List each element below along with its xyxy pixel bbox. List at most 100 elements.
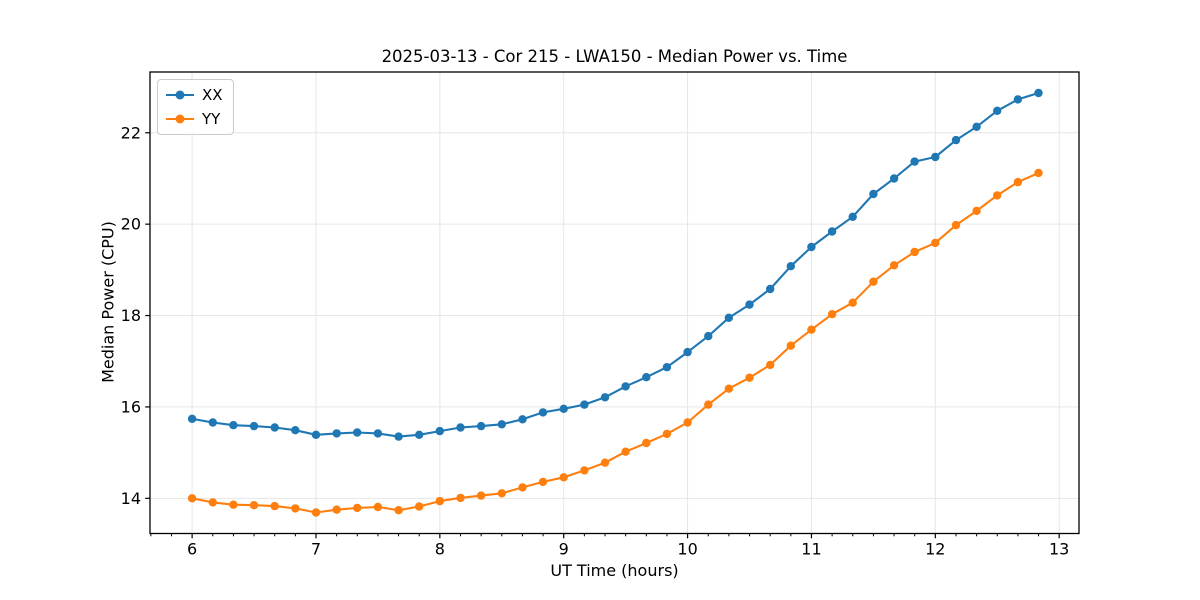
data-point xyxy=(1013,95,1023,104)
data-point xyxy=(807,325,816,334)
y-tick-label: 14 xyxy=(121,489,141,508)
data-point xyxy=(476,491,486,500)
data-point xyxy=(1034,168,1043,178)
data-point xyxy=(621,382,630,391)
data-point xyxy=(291,504,300,513)
data-point xyxy=(311,508,321,517)
data-point xyxy=(435,426,444,436)
gridlines xyxy=(150,72,1079,534)
data-point xyxy=(373,429,383,438)
data-point xyxy=(270,423,279,432)
data-point xyxy=(394,432,403,441)
data-point xyxy=(476,421,486,431)
data-point xyxy=(394,506,403,515)
data-point xyxy=(910,247,919,257)
data-point xyxy=(951,135,961,145)
data-point xyxy=(229,421,238,430)
data-point xyxy=(415,502,424,511)
y-tick-label: 16 xyxy=(121,397,141,416)
data-point xyxy=(848,212,857,221)
data-point xyxy=(724,384,733,393)
x-axis-ticks: 6 7 8 9 10 11 12 13 xyxy=(187,533,1069,559)
data-point xyxy=(497,420,506,429)
data-point xyxy=(642,373,651,382)
y-tick-label: 18 xyxy=(121,306,141,325)
x-tick-label: 13 xyxy=(1049,540,1069,559)
data-point xyxy=(415,430,424,439)
data-point xyxy=(807,242,816,252)
series-yy xyxy=(187,168,1043,517)
data-point xyxy=(332,429,341,438)
x-tick-label: 11 xyxy=(801,540,821,559)
data-point xyxy=(538,408,548,417)
series-yy-markers xyxy=(187,168,1043,517)
data-point xyxy=(311,430,321,439)
data-point xyxy=(993,106,1002,116)
data-point xyxy=(229,500,238,509)
y-tick-label: 22 xyxy=(121,123,141,142)
data-point xyxy=(704,331,713,341)
data-point xyxy=(353,503,362,513)
data-point xyxy=(332,505,341,514)
data-point xyxy=(600,393,610,402)
axes-frame xyxy=(149,71,1080,535)
data-point xyxy=(910,157,919,166)
data-point xyxy=(353,428,362,437)
legend-item-yy: YY xyxy=(166,110,223,128)
data-point xyxy=(848,298,857,307)
x-tick-label: 7 xyxy=(311,540,321,559)
data-point xyxy=(538,477,548,487)
data-point xyxy=(208,418,217,427)
data-point xyxy=(931,152,940,162)
data-point xyxy=(786,341,795,350)
data-point xyxy=(291,426,300,435)
legend-line-sample-yy xyxy=(166,114,194,124)
data-point xyxy=(497,489,506,498)
data-point xyxy=(187,414,197,423)
data-point xyxy=(187,494,197,503)
data-point xyxy=(435,496,444,506)
series-xx xyxy=(187,88,1043,441)
data-point xyxy=(249,421,259,431)
data-point xyxy=(373,502,383,512)
chart-title: 2025-03-13 - Cor 215 - LWA150 - Median P… xyxy=(381,47,848,66)
data-point xyxy=(745,300,754,309)
data-point xyxy=(270,501,279,511)
x-tick-label: 8 xyxy=(435,540,445,559)
data-point xyxy=(456,493,465,503)
x-tick-label: 10 xyxy=(677,540,697,559)
data-point xyxy=(724,313,733,322)
x-tick-label: 6 xyxy=(187,540,197,559)
data-point xyxy=(704,400,713,409)
data-point xyxy=(208,498,217,507)
data-point xyxy=(559,404,568,413)
data-point xyxy=(827,310,837,319)
data-point xyxy=(621,447,630,456)
data-point xyxy=(889,174,899,183)
data-point xyxy=(662,429,672,439)
y-axis-ticks: 14 16 18 20 22 xyxy=(121,123,150,508)
data-point xyxy=(786,262,795,271)
data-point xyxy=(683,418,692,427)
legend-label-xx: XX xyxy=(202,86,223,104)
data-point xyxy=(683,347,692,357)
data-point xyxy=(869,189,878,199)
data-point xyxy=(518,483,527,492)
data-point xyxy=(745,373,754,382)
data-point xyxy=(889,261,899,270)
series-xx-markers xyxy=(187,88,1043,441)
data-point xyxy=(456,423,465,432)
data-point xyxy=(559,473,568,482)
x-tick-label: 12 xyxy=(925,540,945,559)
data-point xyxy=(869,277,878,286)
data-point xyxy=(827,227,837,236)
data-point xyxy=(766,360,775,370)
data-point xyxy=(972,206,981,216)
data-point xyxy=(766,284,775,294)
data-point xyxy=(972,122,981,131)
x-axis-label: UT Time (hours) xyxy=(550,561,679,580)
data-point xyxy=(580,400,589,409)
legend-marker-xx xyxy=(175,90,185,100)
